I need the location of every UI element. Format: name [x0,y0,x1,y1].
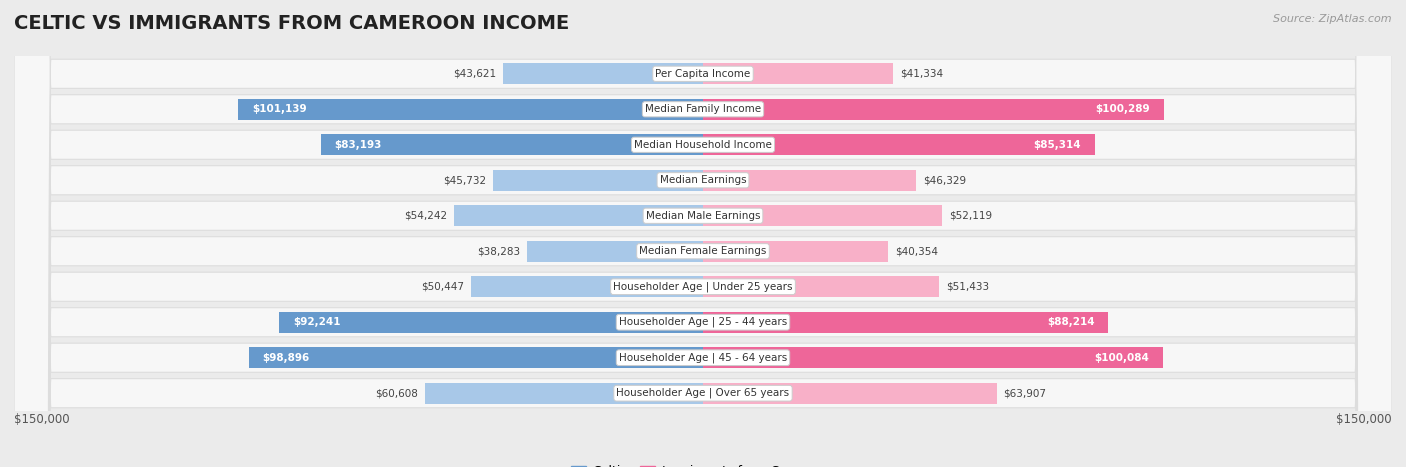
Text: $43,621: $43,621 [453,69,496,79]
Text: Householder Age | Over 65 years: Householder Age | Over 65 years [616,388,790,398]
Text: $92,241: $92,241 [292,317,340,327]
Text: Median Earnings: Median Earnings [659,175,747,185]
Text: $50,447: $50,447 [422,282,464,292]
Bar [703,205,942,226]
Text: $41,334: $41,334 [900,69,943,79]
Bar [471,276,703,297]
Text: Median Male Earnings: Median Male Earnings [645,211,761,221]
Text: $85,314: $85,314 [1033,140,1081,150]
Text: $98,896: $98,896 [263,353,309,363]
FancyBboxPatch shape [14,0,1392,467]
Bar [703,276,939,297]
Text: Median Female Earnings: Median Female Earnings [640,246,766,256]
Text: $60,608: $60,608 [375,388,418,398]
Bar [703,241,889,262]
Bar [703,383,997,403]
FancyBboxPatch shape [14,0,1392,467]
Text: Householder Age | 25 - 44 years: Householder Age | 25 - 44 years [619,317,787,327]
Text: $88,214: $88,214 [1046,317,1094,327]
Bar [703,170,915,191]
Bar [321,134,703,155]
Text: $100,289: $100,289 [1095,104,1150,114]
Text: Median Family Income: Median Family Income [645,104,761,114]
Text: Householder Age | 45 - 64 years: Householder Age | 45 - 64 years [619,353,787,363]
FancyBboxPatch shape [14,0,1392,467]
FancyBboxPatch shape [14,0,1392,467]
FancyBboxPatch shape [14,0,1392,467]
Text: $38,283: $38,283 [477,246,520,256]
Text: Median Household Income: Median Household Income [634,140,772,150]
Bar [239,99,703,120]
Bar [703,99,1164,120]
Bar [527,241,703,262]
Bar [503,64,703,84]
FancyBboxPatch shape [14,0,1392,467]
Text: $63,907: $63,907 [1004,388,1046,398]
Bar [703,64,893,84]
Text: $46,329: $46,329 [922,175,966,185]
Bar [494,170,703,191]
Text: $52,119: $52,119 [949,211,993,221]
Text: $150,000: $150,000 [1336,413,1392,426]
Bar [703,347,1163,368]
Bar [703,134,1095,155]
Text: Source: ZipAtlas.com: Source: ZipAtlas.com [1274,14,1392,24]
Text: Householder Age | Under 25 years: Householder Age | Under 25 years [613,282,793,292]
Text: CELTIC VS IMMIGRANTS FROM CAMEROON INCOME: CELTIC VS IMMIGRANTS FROM CAMEROON INCOM… [14,14,569,33]
Bar [703,312,1108,333]
FancyBboxPatch shape [14,0,1392,467]
FancyBboxPatch shape [14,0,1392,467]
Text: $101,139: $101,139 [252,104,307,114]
Text: $54,242: $54,242 [404,211,447,221]
FancyBboxPatch shape [14,0,1392,467]
Bar [280,312,703,333]
Bar [425,383,703,403]
Text: $40,354: $40,354 [896,246,938,256]
Bar [249,347,703,368]
Text: $100,084: $100,084 [1094,353,1149,363]
Text: $83,193: $83,193 [335,140,382,150]
FancyBboxPatch shape [14,0,1392,467]
Text: $45,732: $45,732 [443,175,486,185]
Text: $150,000: $150,000 [14,413,70,426]
Text: Per Capita Income: Per Capita Income [655,69,751,79]
Legend: Celtic, Immigrants from Cameroon: Celtic, Immigrants from Cameroon [567,460,839,467]
Bar [454,205,703,226]
Text: $51,433: $51,433 [946,282,990,292]
